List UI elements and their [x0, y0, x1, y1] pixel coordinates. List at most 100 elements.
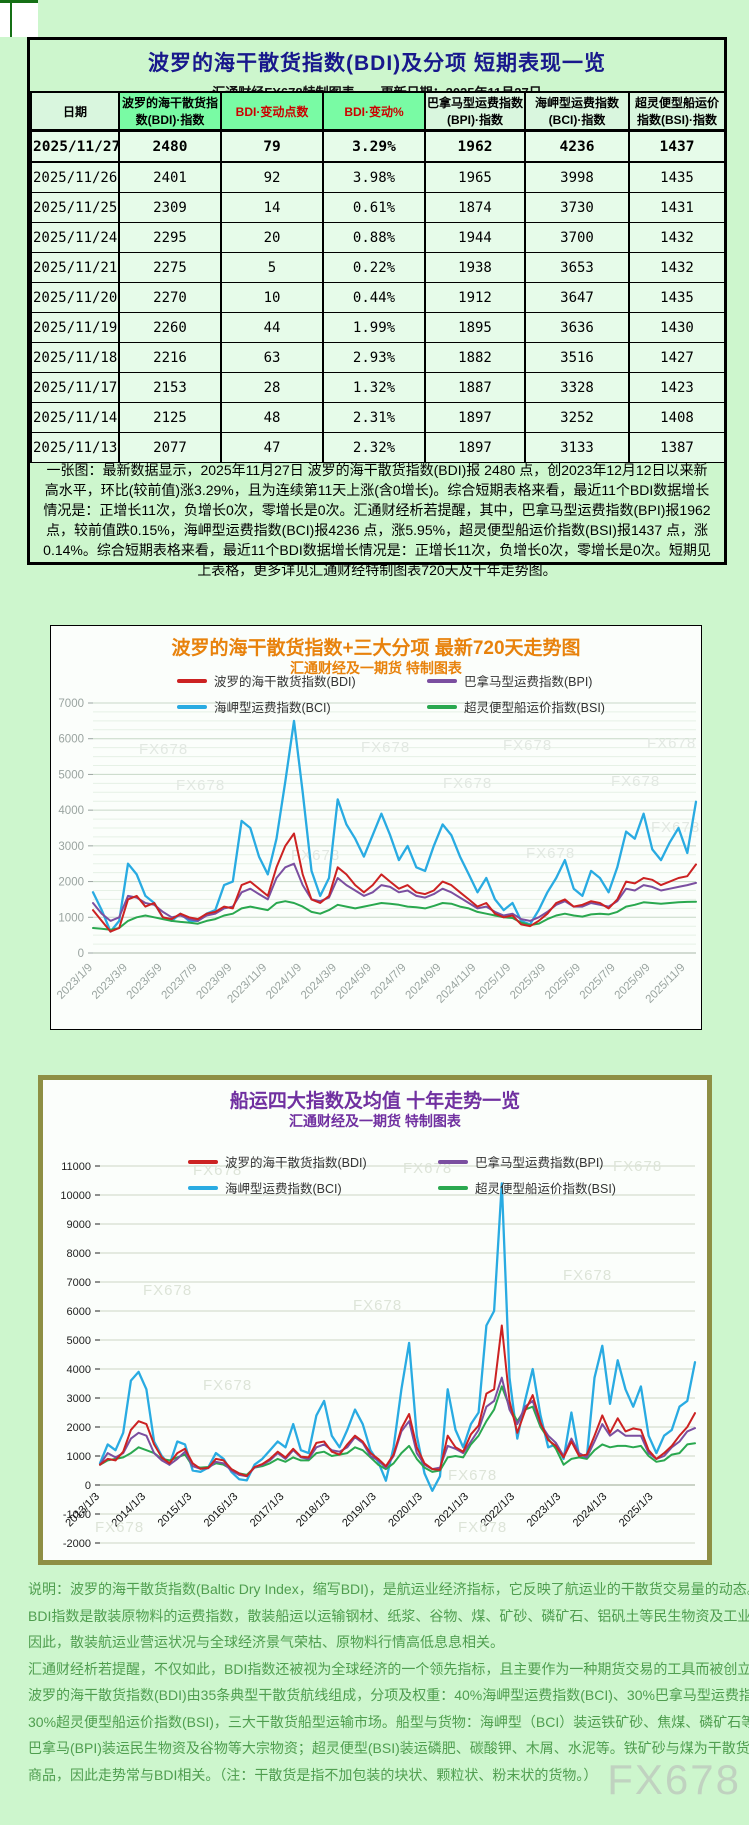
- svg-text:2023/3/9: 2023/3/9: [90, 962, 130, 1002]
- table-cell: 1430: [628, 312, 726, 343]
- table-cell: 14: [220, 192, 324, 223]
- column-header: BDI·变动点数: [220, 91, 324, 132]
- table-cell: 1437: [628, 130, 726, 163]
- svg-text:-1000: -1000: [63, 1509, 91, 1521]
- fx678-chart-watermark: FX678: [443, 775, 492, 792]
- table-cell: 0.61%: [322, 192, 426, 223]
- svg-text:2025/7/9: 2025/7/9: [578, 962, 618, 1002]
- table-cell: 3133: [524, 432, 630, 463]
- page-border-left: [10, 3, 12, 37]
- footnote-line: 巴拿马(BPI)装运民生物资及谷物等大宗物资；超灵便型(BSI)装运磷肥、碳酸钾…: [28, 1740, 749, 1756]
- legend-line-swatch: [438, 1159, 468, 1164]
- table-cell: 2077: [118, 432, 222, 463]
- fx678-chart-watermark: FX678: [95, 1519, 144, 1536]
- legend-item: 超灵便型船运价指数(BSI): [427, 697, 605, 716]
- table-cell: 1431: [628, 192, 726, 223]
- fx678-chart-watermark: FX678: [448, 1467, 497, 1484]
- table-cell: 1887: [424, 372, 526, 403]
- fx678-chart-watermark: FX678: [526, 845, 575, 862]
- table-cell: 1435: [628, 161, 726, 193]
- legend-line-swatch: [188, 1159, 218, 1164]
- table-cell: 1912: [424, 282, 526, 313]
- table-cell: 2025/11/24: [30, 222, 120, 253]
- table-cell: 1.32%: [322, 372, 426, 403]
- footnote-line: 商品，因此走势常与BDI相关。（注：干散货是指不加包装的块状、颗粒状、粉末状的货…: [28, 1766, 598, 1783]
- svg-text:5000: 5000: [67, 1335, 91, 1347]
- column-header: 巴拿马型运费指数(BPI)·指数: [424, 91, 526, 132]
- chart2-title: 船运四大指数及均值 十年走势一览: [229, 1091, 521, 1112]
- column-header: BDI·变动%: [322, 91, 426, 132]
- table-cell: 2309: [118, 192, 222, 223]
- legend-label: 波罗的海干散货指数(BDI): [214, 675, 356, 689]
- table-cell: 2.93%: [322, 342, 426, 373]
- svg-text:2025/5/9: 2025/5/9: [543, 962, 583, 1002]
- legend-label: 海岬型运费指数(BCI): [225, 1182, 342, 1196]
- svg-text:8000: 8000: [67, 1248, 91, 1260]
- svg-text:2019/1/3: 2019/1/3: [340, 1491, 379, 1530]
- svg-text:6000: 6000: [67, 1306, 91, 1318]
- table-cell: 2270: [118, 282, 222, 313]
- legend-label: 超灵便型船运价指数(BSI): [475, 1182, 616, 1196]
- table-cell: 10: [220, 282, 324, 313]
- svg-text:0: 0: [78, 948, 84, 960]
- table-cell: 2025/11/26: [30, 161, 120, 193]
- page-corner-artifact: [0, 0, 38, 37]
- table-row: 2025/11/20 2270 10 0.44% 1912 3647 1435: [30, 282, 726, 313]
- summary-text: 一张图：最新数据显示，2025年11月27日 波罗的海干散货指数(BDI)报 2…: [43, 462, 711, 578]
- table-cell: 3647: [524, 282, 630, 313]
- column-header: 超灵便型船运价指数(BSI)·指数: [628, 91, 726, 132]
- chart1-title: 波罗的海干散货指数+三大分项 最新720天走势图: [171, 638, 581, 659]
- table-cell: 3.29%: [322, 130, 426, 163]
- column-header: 海岬型运费指数(BCI)·指数: [524, 91, 630, 132]
- table-cell: 3328: [524, 372, 630, 403]
- table-cell: 3516: [524, 342, 630, 373]
- legend-item: 海岬型运费指数(BCI): [188, 1178, 438, 1197]
- table-row: 2025/11/26 2401 92 3.98% 1965 3998 1435: [30, 161, 726, 193]
- legend-label: 巴拿马型运费指数(BPI): [464, 675, 593, 689]
- legend-line-swatch: [438, 1185, 468, 1190]
- table-cell: 0.22%: [322, 252, 426, 283]
- svg-text:2000: 2000: [67, 1422, 91, 1434]
- bdi-table-body: 2025/11/27 2480 79 3.29% 1962 4236 1437 2025/11…: [30, 130, 726, 463]
- table-cell: 1938: [424, 252, 526, 283]
- table-cell: 1435: [628, 282, 726, 313]
- table-row: 2025/11/25 2309 14 0.61% 1874 3730 1431: [30, 192, 726, 223]
- svg-text:2024/1/9: 2024/1/9: [264, 962, 304, 1002]
- footnote-line: 30%超灵便型船运价指数(BSI)，三大干散货船型运输市场。船型与货物：海岬型（…: [28, 1713, 749, 1730]
- chart-720day-panel: 波罗的海干散货指数+三大分项 最新720天走势图 汇通财经及一期货 特制图表 波…: [50, 625, 702, 1030]
- table-cell: 2025/11/27: [30, 130, 120, 163]
- svg-text:2025/1/9: 2025/1/9: [473, 962, 513, 1002]
- svg-text:2020/1/3: 2020/1/3: [386, 1491, 425, 1530]
- legend-line-swatch: [427, 678, 457, 683]
- table-cell: 2025/11/25: [30, 192, 120, 223]
- chart2-subtitle: 汇通财经及一期货 特制图表: [289, 1113, 461, 1129]
- table-cell: 3653: [524, 252, 630, 283]
- legend-label: 超灵便型船运价指数(BSI): [464, 701, 605, 715]
- svg-text:2024/3/9: 2024/3/9: [299, 962, 339, 1002]
- fx678-chart-watermark: FX678: [361, 739, 410, 756]
- fx678-chart-watermark: FX678: [203, 1377, 252, 1394]
- table-cell: 2.32%: [322, 432, 426, 463]
- table-row: 2025/11/13 2077 47 2.32% 1897 3133 1387: [30, 432, 726, 463]
- svg-text:-2000: -2000: [63, 1538, 91, 1550]
- table-row: 2025/11/27 2480 79 3.29% 1962 4236 1437: [30, 130, 726, 163]
- table-cell: 0.44%: [322, 282, 426, 313]
- legend-line-swatch: [427, 704, 457, 709]
- svg-text:3000: 3000: [67, 1393, 91, 1405]
- svg-text:4000: 4000: [58, 805, 84, 817]
- svg-text:2025/3/9: 2025/3/9: [508, 962, 548, 1002]
- chart1-legend: 波罗的海干散货指数(BDI) 巴拿马型运费指数(BPI) 海岬型运费指数(BCI) 超…: [177, 671, 605, 716]
- table-cell: 3636: [524, 312, 630, 343]
- legend-label: 波罗的海干散货指数(BDI): [225, 1156, 367, 1170]
- fx678-chart-watermark: FX678: [176, 777, 225, 794]
- svg-text:4000: 4000: [67, 1364, 91, 1376]
- svg-text:6000: 6000: [58, 734, 84, 746]
- table-cell: 3.98%: [322, 161, 426, 193]
- table-cell: 2025/11/19: [30, 312, 120, 343]
- table-cell: 1962: [424, 130, 526, 163]
- column-header: 波罗的海干散货指数(BDI)·指数: [118, 91, 222, 132]
- table-cell: 2.31%: [322, 402, 426, 433]
- svg-text:3000: 3000: [58, 841, 84, 853]
- table-cell: 28: [220, 372, 324, 403]
